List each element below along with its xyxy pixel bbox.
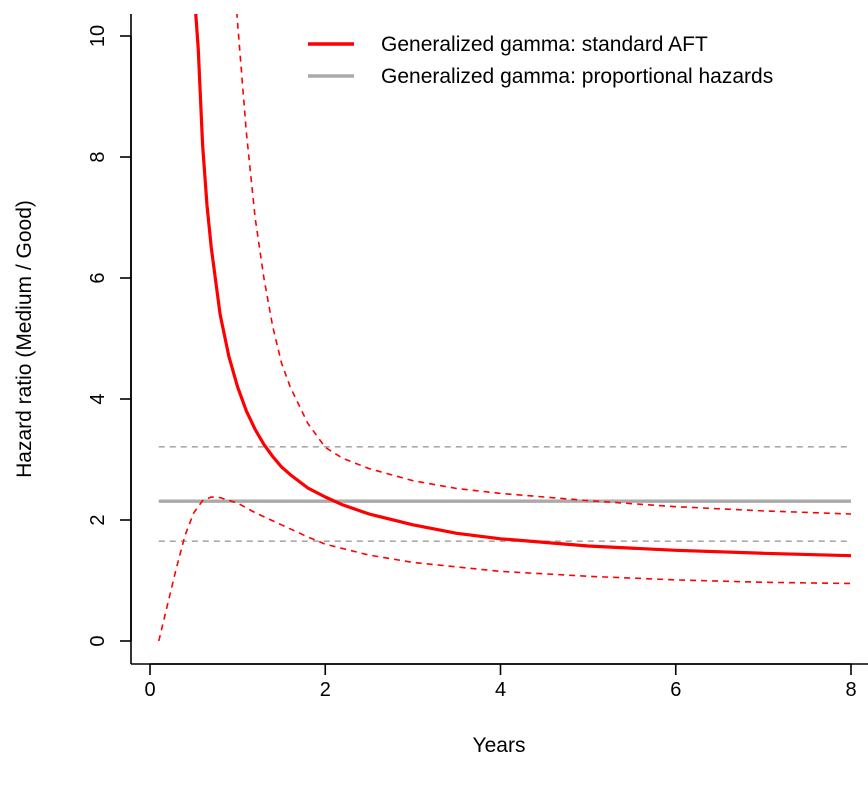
x-tick-label-4: 8: [845, 679, 856, 701]
y-axis: 0 2 4 6 8 10: [87, 25, 131, 647]
x-axis: 0 2 4 6 8: [144, 664, 856, 701]
x-tick-label-0: 0: [144, 679, 155, 701]
y-tick-label-2: 4: [87, 393, 109, 404]
y-tick-label-4: 8: [87, 151, 109, 162]
y-tick-label-3: 6: [87, 272, 109, 283]
y-axis-title: Hazard ratio (Medium / Good): [13, 200, 36, 478]
x-tick-label-3: 6: [670, 679, 681, 701]
legend-label-1: Generalized gamma: proportional hazards: [381, 65, 773, 88]
series-line-0: [196, 12, 851, 556]
x-axis-title: Years: [473, 734, 526, 757]
legend: Generalized gamma: standard AFT Generaliz…: [308, 33, 773, 88]
y-tick-label-1: 2: [87, 514, 109, 525]
series-layer: [159, 12, 851, 641]
y-tick-label-0: 0: [87, 635, 109, 646]
x-tick-label-1: 2: [320, 679, 331, 701]
x-tick-label-2: 4: [495, 679, 506, 701]
y-tick-label-5: 10: [87, 25, 109, 47]
legend-label-0: Generalized gamma: standard AFT: [381, 33, 708, 56]
series-line-2: [159, 497, 851, 641]
